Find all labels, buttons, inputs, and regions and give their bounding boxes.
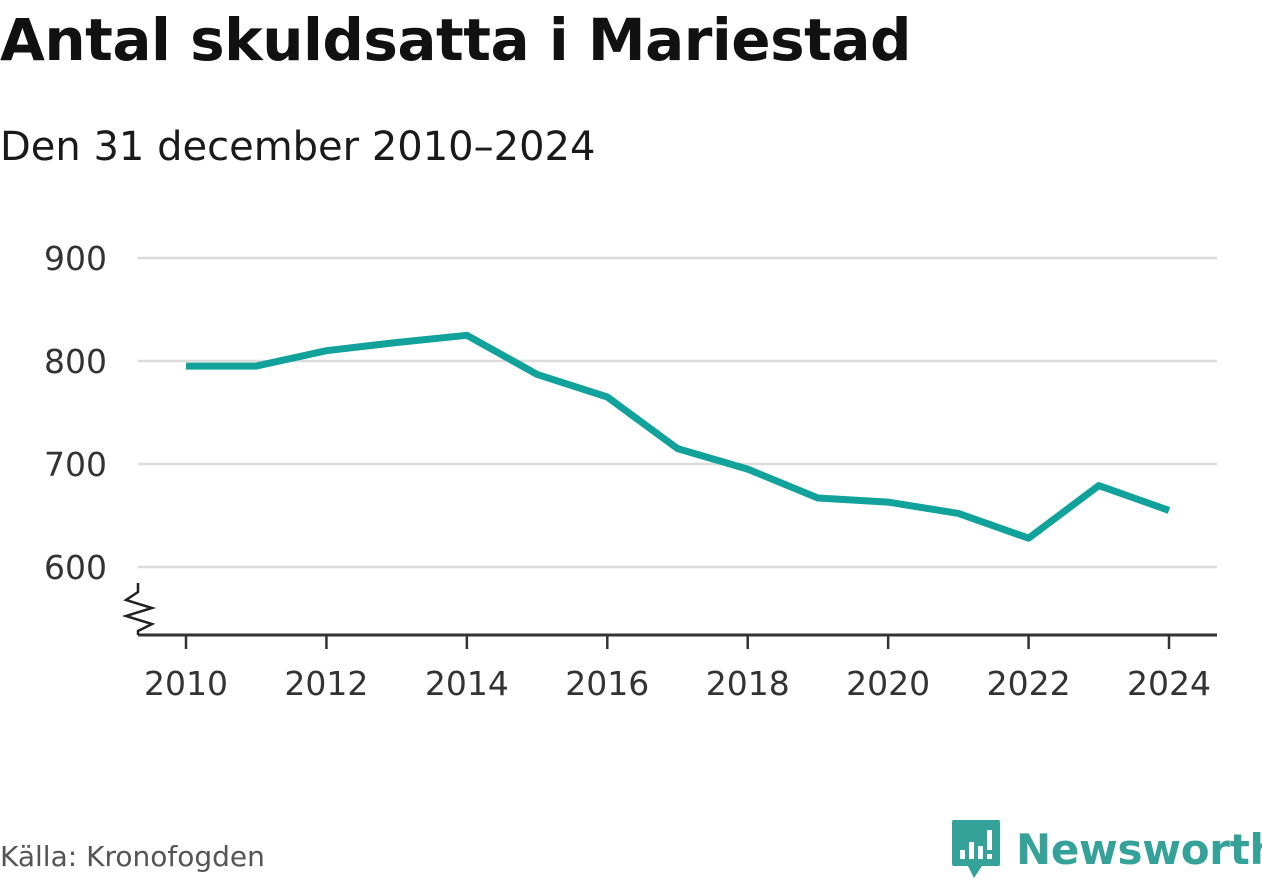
x-tick-label-2020: 2020 — [846, 664, 930, 703]
x-tick-label-2024: 2024 — [1127, 664, 1211, 703]
y-tick-label-600: 600 — [44, 548, 107, 587]
newsworthy-logo-icon — [950, 818, 1002, 880]
x-tick-label-2022: 2022 — [987, 664, 1071, 703]
data-series — [186, 335, 1169, 538]
x-tick-label-2010: 2010 — [144, 664, 228, 703]
y-tick-label-900: 900 — [44, 239, 107, 278]
brand-name: Newsworthy — [1016, 825, 1262, 874]
brand-logo: Newsworthy — [950, 818, 1262, 880]
y-axis-labels: 600 700 800 900 — [44, 239, 107, 587]
source-note: Källa: Kronofogden — [0, 840, 265, 873]
x-tick-label-2018: 2018 — [706, 664, 790, 703]
y-tick-label-800: 800 — [44, 342, 107, 381]
x-tick-label-2012: 2012 — [284, 664, 368, 703]
x-tick-label-2016: 2016 — [565, 664, 649, 703]
series-line-0 — [186, 335, 1169, 538]
axis-break-icon — [126, 583, 152, 635]
x-axis-labels: 2010 2012 2014 2016 2018 2020 2022 2024 — [144, 664, 1211, 703]
x-axis-ticks — [186, 635, 1169, 649]
y-tick-label-700: 700 — [44, 445, 107, 484]
line-chart: 600 700 800 900 2010 2012 2014 2016 2018 2020 202… — [0, 0, 1262, 800]
x-tick-label-2014: 2014 — [425, 664, 509, 703]
